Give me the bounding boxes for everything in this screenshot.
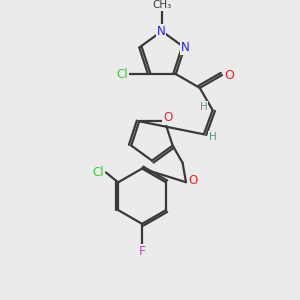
Text: CH₃: CH₃ [152, 0, 172, 11]
Text: F: F [139, 245, 146, 258]
Text: H: H [209, 132, 217, 142]
Text: N: N [157, 25, 165, 38]
Text: O: O [188, 174, 197, 187]
Text: H: H [200, 102, 208, 112]
Text: Cl: Cl [92, 166, 104, 179]
Text: N: N [181, 41, 190, 54]
Text: Cl: Cl [116, 68, 128, 81]
Text: O: O [163, 111, 172, 124]
Text: O: O [224, 68, 234, 82]
